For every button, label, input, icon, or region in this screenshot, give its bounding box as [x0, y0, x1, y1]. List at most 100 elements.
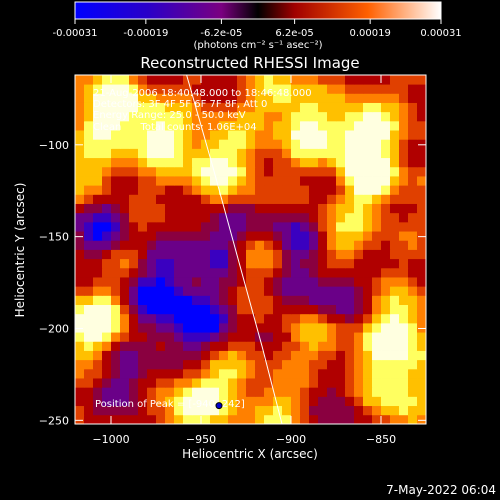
heatmap-cell [156, 139, 166, 149]
heatmap-cell [300, 139, 310, 149]
heatmap-cell [390, 258, 400, 269]
heatmap-cell [174, 414, 184, 424]
heatmap-cell [201, 387, 211, 397]
heatmap-cell [111, 221, 121, 232]
heatmap-cell [210, 194, 220, 204]
heatmap-cell [381, 267, 391, 278]
heatmap-cell [246, 212, 256, 223]
heatmap-cell [147, 185, 157, 195]
heatmap-cell [93, 387, 103, 397]
heatmap-cell [273, 120, 283, 131]
heatmap-cell [138, 130, 148, 140]
heatmap-cell [192, 93, 202, 103]
heatmap-cell [363, 148, 373, 159]
heatmap-cell [210, 240, 220, 250]
heatmap-cell [345, 102, 355, 113]
heatmap-cell [336, 387, 346, 397]
heatmap-cell [120, 130, 130, 140]
heatmap-cell [129, 221, 139, 232]
heatmap-cell [273, 332, 283, 342]
heatmap-cell [111, 240, 121, 250]
annotation-clean-counts: Clean Total counts: 1.06E+04 [93, 122, 257, 133]
heatmap-cell [381, 148, 391, 159]
y-axis: −100−150−200−250 [39, 139, 426, 427]
heatmap-cell [255, 176, 265, 186]
heatmap-cell [93, 212, 103, 223]
heatmap-cell [309, 102, 319, 113]
heatmap-cell [354, 84, 364, 94]
heatmap-cell [354, 139, 364, 149]
heatmap-cell [273, 185, 283, 195]
heatmap-cell [111, 313, 121, 324]
heatmap-cell [264, 414, 274, 424]
heatmap-cell [417, 102, 426, 113]
heatmap-cell [84, 350, 94, 361]
heatmap-cell [246, 414, 256, 424]
heatmap-cell [417, 350, 426, 361]
heatmap-cell [174, 341, 184, 351]
heatmap-cell [156, 405, 166, 416]
heatmap-cell [282, 93, 292, 103]
heatmap-cell [237, 93, 247, 103]
heatmap-cell [408, 93, 418, 103]
heatmap-cell [129, 396, 139, 407]
heatmap-cell [264, 75, 274, 85]
heatmap-cell [156, 111, 166, 122]
heatmap-cell [300, 414, 310, 424]
heatmap-cell [408, 212, 418, 223]
heatmap-cell [84, 240, 94, 250]
heatmap-cell [246, 185, 256, 195]
heatmap-cell [228, 231, 238, 241]
heatmap-cell [264, 203, 274, 214]
heatmap-cell [264, 102, 274, 113]
heatmap-cell [165, 405, 175, 416]
heatmap-cell [309, 166, 319, 177]
heatmap-cell [345, 359, 355, 370]
heatmap-cell [237, 368, 247, 379]
heatmap-cell [183, 130, 193, 140]
heatmap-cell [309, 286, 319, 296]
heatmap-cell [93, 84, 103, 94]
chart-title: Reconstructed RHESSI Image [140, 54, 359, 72]
heatmap-cell [192, 194, 202, 204]
heatmap-cell [300, 405, 310, 416]
heatmap-cell [129, 203, 139, 214]
heatmap-cell [372, 157, 382, 168]
heatmap-cell [255, 387, 265, 397]
heatmap-cell [219, 231, 229, 241]
heatmap-cell [273, 148, 283, 159]
heatmap-cell [345, 194, 355, 204]
heatmap-cell [354, 120, 364, 131]
heatmap-cell [399, 414, 409, 424]
heatmap-cell [84, 249, 94, 260]
heatmap-cell [309, 176, 319, 186]
heatmap-cell [291, 84, 301, 94]
heatmap-cell [336, 111, 346, 122]
heatmap-cell [246, 405, 256, 416]
heatmap-cell [300, 130, 310, 140]
heatmap-cell [246, 277, 256, 287]
heatmap-cell [417, 120, 426, 131]
heatmap-cell [255, 194, 265, 204]
heatmap-cell [75, 240, 85, 250]
heatmap-cell [282, 221, 292, 232]
heatmap-cell [237, 295, 247, 306]
heatmap-cell [201, 332, 211, 342]
heatmap-cell [282, 111, 292, 122]
heatmap-cell [318, 249, 328, 260]
heatmap-cell [327, 313, 337, 324]
heatmap-cell [363, 185, 373, 195]
heatmap-cell [210, 341, 220, 351]
heatmap-cell [237, 139, 247, 149]
heatmap-cell [318, 350, 328, 361]
heatmap-cell [210, 75, 220, 85]
heatmap-cell [84, 102, 94, 113]
heatmap-cell [336, 368, 346, 379]
heatmap-cell [327, 176, 337, 186]
heatmap-cell [102, 286, 112, 296]
heatmap-cell [291, 322, 301, 333]
heatmap-cell [273, 387, 283, 397]
heatmap-cell [273, 350, 283, 361]
heatmap-cell [201, 203, 211, 214]
annotation-detectors: Detectors: 3F 4F 5F 6F 7F 8F, Att 0 [93, 99, 267, 110]
